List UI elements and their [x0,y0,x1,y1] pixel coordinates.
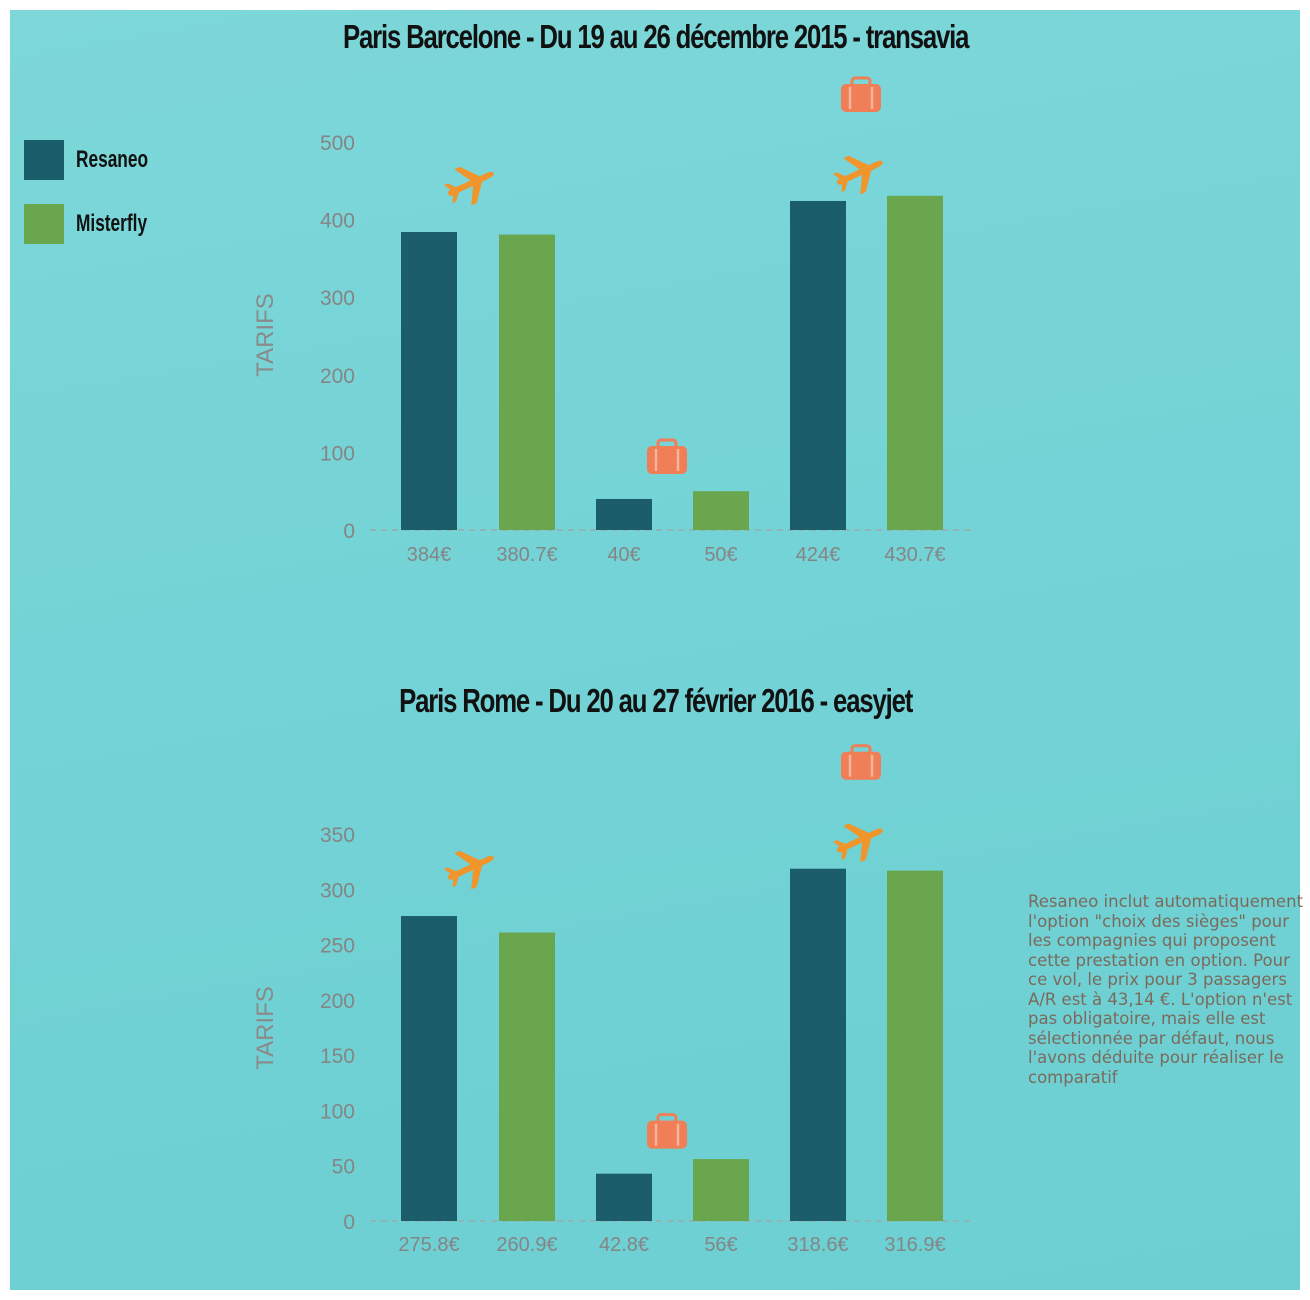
bar-resaneo [790,868,846,1221]
y-tick-label: 350 [320,824,355,847]
y-tick-label: 50 [332,1156,355,1179]
infographic-panel [10,10,1300,1290]
bar-value-label: 430.7€ [884,544,945,566]
bar-misterfly [499,932,555,1221]
luggage-body [647,1120,687,1149]
plane-shape [444,850,494,890]
y-tick-label: 100 [320,442,355,465]
luggage-icon [647,1113,687,1149]
plane-shape [833,823,883,863]
plane-icon [833,155,883,195]
y-tick-label: 0 [343,1211,355,1234]
plane-shape [444,166,494,206]
y-tick-label: 300 [320,287,355,310]
bar-misterfly [693,1159,749,1221]
chart-title-rome: Paris Rome - Du 20 au 27 février 2016 - … [399,682,913,719]
bar-value-label: 40€ [607,544,640,566]
luggage-body [841,751,881,780]
luggage-icon [647,438,687,474]
bar-value-label: 316.9€ [884,1234,945,1256]
y-tick-label: 0 [343,520,355,543]
bar-resaneo [596,498,652,530]
bar-value-label: 275.8€ [398,1234,459,1256]
y-tick-label: 500 [320,132,355,155]
legend-swatch-misterfly [24,204,64,244]
bar-resaneo [401,916,457,1221]
plane-shape [833,155,883,195]
y-axis-label: TARIFS [252,293,279,377]
bar-value-label: 42.8€ [599,1234,649,1256]
bar-value-label: 260.9€ [496,1234,557,1256]
bar-value-label: 50€ [704,544,737,566]
bar-misterfly [693,491,749,530]
bar-chart-barcelone: 0 100 200 300 400 500 TARIFS 384€ 380.7€ 40€ 50€ 42… [252,76,972,566]
plane-icon [833,823,883,863]
luggage-icon [841,744,881,780]
bar-value-label: 424€ [796,544,841,566]
y-axis-label: TARIFS [252,986,279,1070]
legend-label-resaneo: Resaneo [76,146,149,173]
y-tick-label: 300 [320,879,355,902]
footnote-text: Resaneo inclut automatiquement l'option … [1028,892,1304,1087]
luggage-handle [656,1113,678,1125]
bar-resaneo [401,232,457,531]
bar-value-label: 56€ [704,1234,737,1256]
luggage-icon [841,76,881,112]
bar-resaneo [596,1173,652,1221]
legend-label-misterfly: Misterfly [76,210,148,237]
bar-value-label: 384€ [407,544,452,566]
bar-resaneo [790,200,846,530]
bar-misterfly [499,234,555,531]
luggage-handle [656,438,678,450]
bar-value-label: 318.6€ [787,1234,848,1256]
plane-icon [444,850,494,890]
bar-misterfly [887,195,943,530]
y-tick-label: 250 [320,935,355,958]
legend-swatch-resaneo [24,140,64,180]
y-tick-label: 100 [320,1100,355,1123]
luggage-handle [850,76,872,88]
bar-misterfly [887,870,943,1221]
y-tick-label: 200 [320,365,355,388]
plane-icon [444,166,494,206]
y-tick-label: 200 [320,990,355,1013]
chart-title-barcelone: Paris Barcelone - Du 19 au 26 décembre 2… [343,18,969,55]
bar-value-label: 380.7€ [496,544,557,566]
luggage-handle [850,744,872,756]
y-tick-label: 400 [320,210,355,233]
y-tick-label: 150 [320,1045,355,1068]
